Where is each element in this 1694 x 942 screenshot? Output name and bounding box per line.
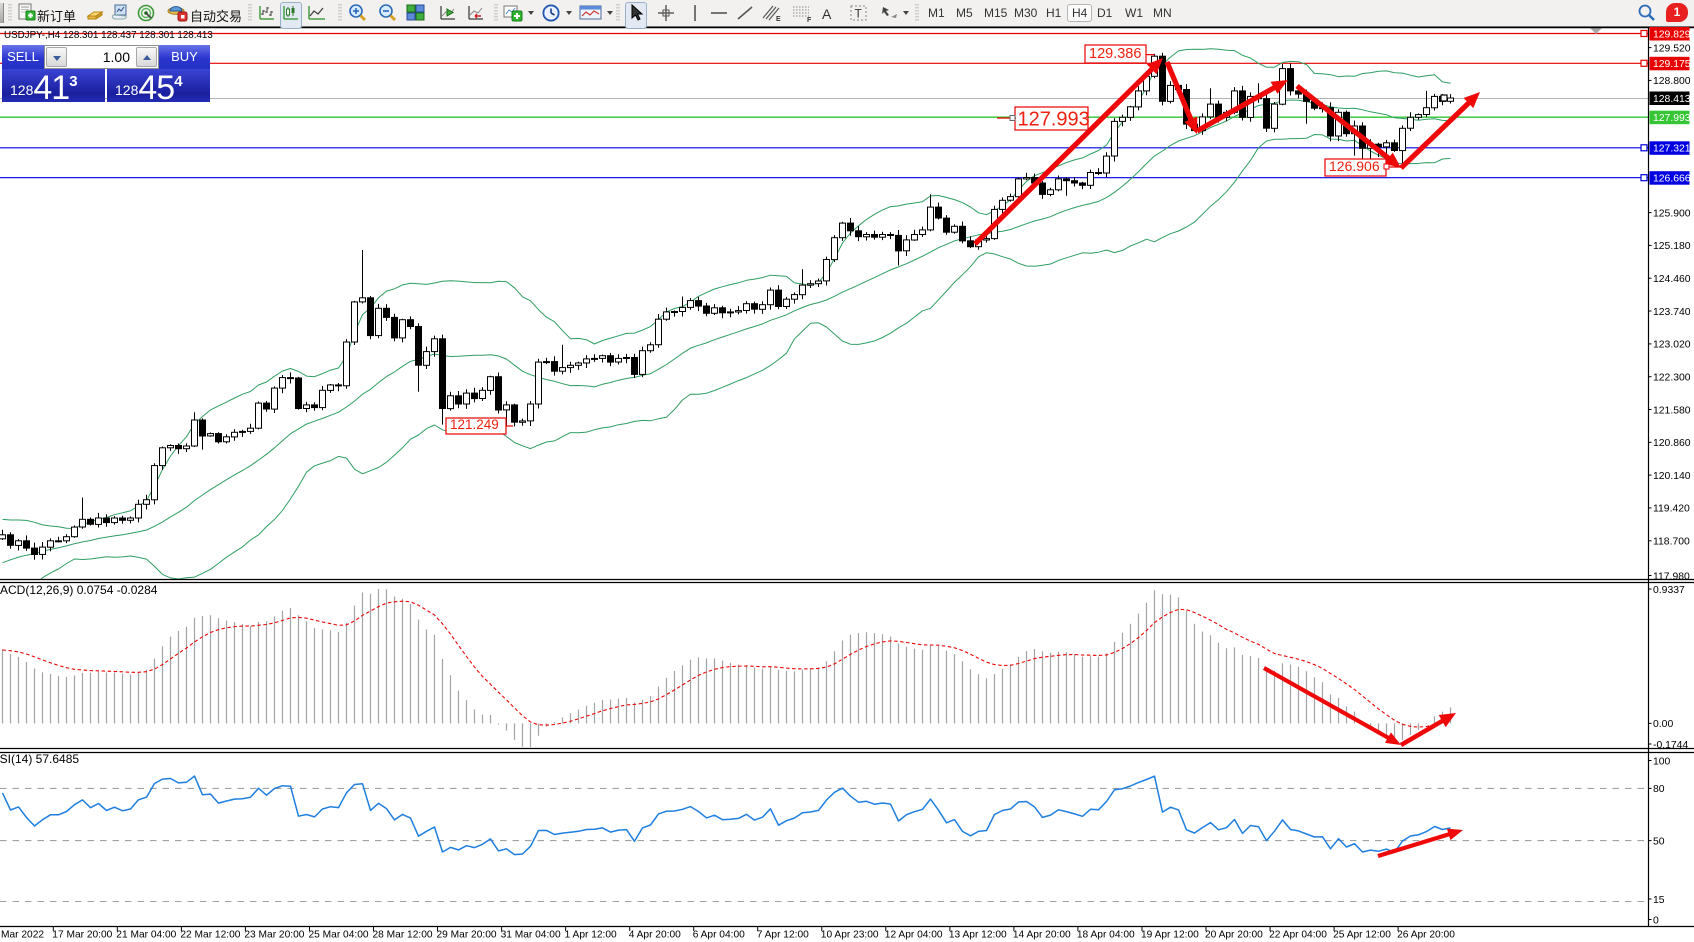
svg-text:121.249: 121.249 xyxy=(450,417,499,432)
svg-text:121.580: 121.580 xyxy=(1653,405,1691,416)
svg-text:7 Apr 12:00: 7 Apr 12:00 xyxy=(757,930,809,941)
svg-text:127.993: 127.993 xyxy=(1653,113,1691,124)
svg-text:25 Apr 12:00: 25 Apr 12:00 xyxy=(1333,930,1391,941)
svg-text:117.980: 117.980 xyxy=(1653,571,1690,582)
svg-text:128.413: 128.413 xyxy=(1653,94,1691,105)
svg-text:15: 15 xyxy=(1653,895,1665,906)
svg-text:120.140: 120.140 xyxy=(1653,471,1691,482)
svg-text:14 Apr 20:00: 14 Apr 20:00 xyxy=(1013,930,1071,941)
svg-text:80: 80 xyxy=(1653,784,1665,795)
svg-text:50: 50 xyxy=(1653,836,1665,847)
svg-text:F: F xyxy=(807,17,812,23)
svg-text:129.520: 129.520 xyxy=(1653,43,1691,54)
svg-text:128.800: 128.800 xyxy=(1653,76,1691,87)
svg-text:119.420: 119.420 xyxy=(1653,504,1690,515)
svg-text:USDJPY-,H4 128.301 128.437 12: USDJPY-,H4 128.301 128.437 128.301 128.4… xyxy=(4,30,213,41)
svg-text:126.906: 126.906 xyxy=(1329,158,1380,174)
svg-text:21 Mar 04:00: 21 Mar 04:00 xyxy=(116,930,176,941)
svg-text:T: T xyxy=(855,7,863,21)
svg-text:13 Apr 12:00: 13 Apr 12:00 xyxy=(949,930,1007,941)
svg-text:0.9337: 0.9337 xyxy=(1653,585,1685,596)
svg-text:-0.1744: -0.1744 xyxy=(1653,740,1688,751)
svg-text:22 Apr 04:00: 22 Apr 04:00 xyxy=(1269,930,1327,941)
svg-text:0.00: 0.00 xyxy=(1653,719,1673,730)
svg-text:17 Mar 20:00: 17 Mar 20:00 xyxy=(52,930,112,941)
svg-text:122.300: 122.300 xyxy=(1653,373,1691,384)
svg-text:4 Apr 20:00: 4 Apr 20:00 xyxy=(629,930,681,941)
svg-text:20 Apr 20:00: 20 Apr 20:00 xyxy=(1205,930,1263,941)
svg-text:127.321: 127.321 xyxy=(1653,144,1691,155)
svg-text:31 Mar 04:00: 31 Mar 04:00 xyxy=(501,930,561,941)
svg-text:1 Apr 12:00: 1 Apr 12:00 xyxy=(565,930,617,941)
svg-text:12 Apr 04:00: 12 Apr 04:00 xyxy=(885,930,943,941)
svg-text:125.180: 125.180 xyxy=(1653,241,1691,252)
svg-text:19 Apr 12:00: 19 Apr 12:00 xyxy=(1141,930,1199,941)
svg-text:6 Apr 04:00: 6 Apr 04:00 xyxy=(693,930,745,941)
svg-text:127.993: 127.993 xyxy=(1018,109,1090,131)
svg-text:25 Mar 04:00: 25 Mar 04:00 xyxy=(309,930,369,941)
svg-text:126.666: 126.666 xyxy=(1653,174,1691,185)
svg-text:28 Mar 12:00: 28 Mar 12:00 xyxy=(373,930,433,941)
svg-text:123.740: 123.740 xyxy=(1653,307,1691,318)
svg-text:100: 100 xyxy=(1653,756,1671,767)
svg-text:129.175: 129.175 xyxy=(1653,59,1691,70)
svg-text:118.700: 118.700 xyxy=(1653,537,1690,548)
svg-text:18 Apr 04:00: 18 Apr 04:00 xyxy=(1077,930,1135,941)
svg-text:125.900: 125.900 xyxy=(1653,208,1691,219)
svg-text:10 Apr 23:00: 10 Apr 23:00 xyxy=(821,930,879,941)
svg-text:0: 0 xyxy=(1653,915,1659,926)
svg-text:123.020: 123.020 xyxy=(1653,340,1691,351)
svg-text:29 Mar 20:00: 29 Mar 20:00 xyxy=(437,930,497,941)
svg-text:23 Mar 20:00: 23 Mar 20:00 xyxy=(244,930,304,941)
svg-text:Mar 2022: Mar 2022 xyxy=(1,930,44,941)
svg-text:E: E xyxy=(776,16,781,23)
svg-text:129.829: 129.829 xyxy=(1653,29,1691,40)
svg-text:124.460: 124.460 xyxy=(1653,274,1691,285)
svg-text:26 Apr 20:00: 26 Apr 20:00 xyxy=(1397,930,1455,941)
svg-text:RSI(14) 57.6485: RSI(14) 57.6485 xyxy=(0,752,79,766)
svg-text:22 Mar 12:00: 22 Mar 12:00 xyxy=(180,930,240,941)
svg-text:120.860: 120.860 xyxy=(1653,438,1691,449)
svg-text:MACD(12,26,9) 0.0754 -0.0284: MACD(12,26,9) 0.0754 -0.0284 xyxy=(0,583,158,597)
svg-text:129.386: 129.386 xyxy=(1089,46,1141,62)
